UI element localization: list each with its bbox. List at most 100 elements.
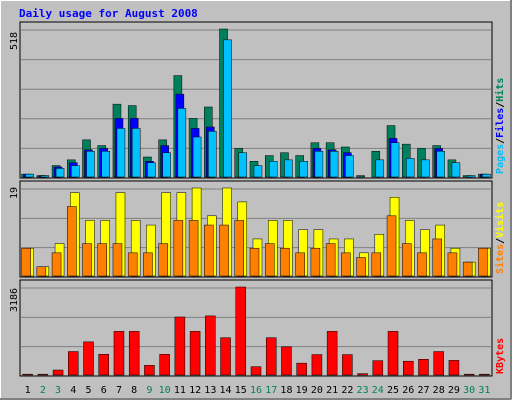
panel-top-max-label: 518 bbox=[9, 32, 20, 50]
legend-item: Hits bbox=[494, 78, 506, 102]
x-tick-label: 3 bbox=[55, 385, 61, 396]
panel-top-gridlines bbox=[21, 29, 491, 149]
bar-sites bbox=[51, 252, 62, 277]
bar-sites bbox=[36, 266, 47, 277]
bar-pages bbox=[40, 175, 50, 178]
bar-kbytes bbox=[250, 366, 262, 376]
x-tick-label: 9 bbox=[146, 385, 152, 396]
bar-sites bbox=[21, 247, 31, 277]
x-tick-label: 14 bbox=[220, 385, 232, 396]
legend-item: / bbox=[495, 102, 506, 108]
bar-pages bbox=[101, 151, 110, 178]
bar-hits bbox=[356, 175, 365, 178]
bar-kbytes bbox=[68, 351, 79, 376]
bar-kbytes bbox=[220, 337, 231, 376]
x-tick-label: 21 bbox=[326, 385, 338, 396]
legend-item: Pages bbox=[495, 144, 506, 174]
bar-sites bbox=[219, 224, 229, 277]
bar-kbytes bbox=[22, 373, 33, 376]
bar-pages bbox=[253, 165, 263, 178]
bar-pages bbox=[466, 175, 476, 178]
bar-pages bbox=[71, 165, 80, 178]
bar-pages bbox=[345, 155, 354, 178]
panel-bottom-gridlines bbox=[21, 287, 491, 348]
bar-pages bbox=[421, 159, 430, 178]
bar-kbytes bbox=[326, 331, 338, 376]
bar-kbytes bbox=[235, 286, 247, 376]
bar-pages bbox=[314, 151, 324, 178]
bar-kbytes bbox=[113, 331, 125, 376]
bar-kbytes bbox=[448, 360, 460, 376]
x-tick-label: 13 bbox=[204, 385, 216, 396]
x-tick-label: 31 bbox=[478, 385, 490, 396]
bar-sites bbox=[462, 261, 473, 277]
legend-item: Sites bbox=[494, 244, 506, 274]
x-tick-label: 2 bbox=[40, 385, 46, 396]
panel-sites-visits: 19 Sites/Visits bbox=[9, 180, 506, 278]
x-tick-label: 7 bbox=[116, 385, 122, 396]
bar-pages bbox=[177, 108, 187, 178]
bar-kbytes bbox=[281, 346, 292, 376]
panel-middle-bars bbox=[21, 187, 491, 277]
bar-sites bbox=[97, 243, 107, 277]
bar-sites bbox=[447, 252, 458, 277]
bar-kbytes bbox=[189, 331, 201, 376]
bar-sites bbox=[325, 243, 336, 277]
bar-kbytes bbox=[372, 360, 384, 376]
bar-pages bbox=[208, 131, 217, 178]
bar-pages bbox=[329, 151, 339, 178]
bar-kbytes bbox=[98, 354, 109, 376]
bar-sites bbox=[280, 247, 290, 277]
bar-sites bbox=[371, 252, 382, 277]
bar-pages bbox=[390, 142, 400, 178]
bar-sites bbox=[249, 247, 260, 277]
x-tick-label: 16 bbox=[250, 385, 262, 396]
bar-kbytes bbox=[387, 331, 399, 376]
bar-kbytes bbox=[342, 354, 353, 376]
bar-kbytes bbox=[433, 351, 444, 376]
bar-pages bbox=[436, 151, 445, 178]
panel-middle-legend: Sites/Visits bbox=[494, 202, 506, 274]
x-tick-label: 28 bbox=[433, 385, 445, 396]
x-tick-label: 4 bbox=[70, 385, 76, 396]
bar-sites bbox=[386, 215, 397, 277]
bar-sites bbox=[264, 243, 275, 277]
bar-sites bbox=[234, 220, 245, 277]
bar-pages bbox=[55, 168, 65, 178]
panel-bottom-legend: KBytes bbox=[495, 338, 506, 374]
legend-item: / bbox=[495, 138, 506, 144]
bar-sites bbox=[112, 243, 123, 277]
bar-sites bbox=[188, 220, 199, 277]
bar-kbytes bbox=[403, 360, 414, 376]
x-tick-label: 5 bbox=[86, 385, 92, 396]
bar-kbytes bbox=[205, 315, 216, 376]
x-tick-label: 26 bbox=[402, 385, 414, 396]
panel-pages-files-hits: 518 Pages/Files/Hits bbox=[9, 21, 506, 179]
bar-kbytes bbox=[265, 337, 277, 376]
bar-kbytes bbox=[311, 354, 323, 376]
bar-pages bbox=[223, 39, 232, 178]
bar-sites bbox=[127, 252, 138, 277]
bar-sites bbox=[143, 252, 153, 277]
x-axis-day-labels: 1 2 3 4 5 6 7 8 9 10 11 12 13 14 15 16 17 18 19 20 21 22 23 24 2… bbox=[25, 385, 491, 396]
legend-item: / bbox=[495, 238, 506, 244]
bar-pages bbox=[131, 128, 141, 178]
bar-pages bbox=[162, 152, 171, 178]
bar-sites bbox=[356, 257, 366, 277]
bar-sites bbox=[417, 252, 427, 277]
x-tick-label: 11 bbox=[174, 385, 186, 396]
x-tick-label: 15 bbox=[235, 385, 247, 396]
x-tick-label: 22 bbox=[341, 385, 353, 396]
x-tick-label: 19 bbox=[296, 385, 308, 396]
bar-kbytes bbox=[479, 373, 490, 376]
bar-sites bbox=[478, 247, 488, 277]
x-tick-label: 29 bbox=[448, 385, 460, 396]
legend-item: Visits bbox=[494, 202, 506, 238]
bar-sites bbox=[67, 206, 77, 277]
bar-kbytes bbox=[128, 331, 140, 376]
bar-kbytes bbox=[174, 316, 186, 376]
x-tick-label: 30 bbox=[463, 385, 475, 396]
x-tick-label: 12 bbox=[189, 385, 201, 396]
